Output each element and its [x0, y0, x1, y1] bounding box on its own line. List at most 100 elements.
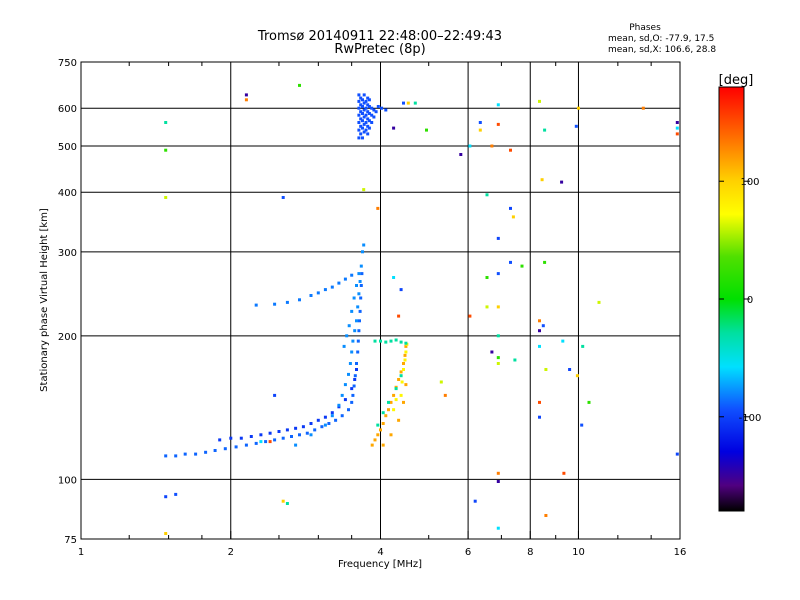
- data-point-scattered_noise: [496, 471, 500, 475]
- data-point-o_mode_lower: [353, 374, 357, 378]
- data-point-scattered_noise: [513, 358, 517, 362]
- data-point-o_mode_lower: [223, 447, 227, 451]
- data-point-o_mode_spread_f: [323, 288, 327, 292]
- data-point-f_layer_cluster: [366, 96, 370, 100]
- data-point-f_layer_cluster: [367, 105, 371, 108]
- data-point-f_layer_cluster: [359, 96, 363, 100]
- x-tick-label: 10: [572, 547, 585, 558]
- data-point-o_mode_upper: [316, 418, 320, 422]
- data-point-scattered_noise: [273, 393, 277, 397]
- data-point-f_layer_cluster: [359, 110, 363, 114]
- data-point-scattered_noise: [164, 121, 168, 124]
- data-point-scattered_noise: [541, 324, 545, 328]
- data-point-o_mode_diffuse: [355, 319, 358, 323]
- y-tick-label: 300: [58, 248, 77, 259]
- data-point-x_mode_cyan: [399, 340, 403, 344]
- stats-header: Phases: [629, 23, 661, 33]
- data-point-x_mode_cyan: [384, 340, 388, 344]
- data-point-f_layer_cluster: [362, 101, 366, 105]
- data-point-o_mode_spread_f: [343, 277, 347, 281]
- data-point-x_mode_orange: [397, 378, 401, 381]
- data-point-x_mode_orange: [384, 414, 388, 418]
- data-point-scattered_noise: [543, 128, 547, 132]
- data-point-f_layer_cluster: [362, 93, 366, 97]
- data-point-x_mode_orange: [404, 383, 408, 387]
- data-point-f_layer_cluster: [361, 136, 364, 140]
- data-point-f_layer_cluster: [359, 132, 363, 136]
- data-point-f_layer_cluster: [362, 122, 366, 126]
- data-point-x_mode_cyan: [376, 423, 380, 427]
- data-point-scattered_noise: [174, 492, 178, 496]
- data-point-scattered_noise: [587, 400, 591, 404]
- data-point-scattered_noise: [397, 314, 401, 318]
- data-point-x_mode_cyan: [399, 374, 403, 378]
- data-point-scattered_noise: [298, 83, 301, 87]
- data-point-scattered_noise: [675, 132, 679, 136]
- data-points: [164, 83, 679, 535]
- data-point-scattered_noise: [538, 344, 541, 348]
- data-point-f_layer_cluster: [357, 128, 361, 132]
- y-axis-label: Stationary phase Virtual Height [km]: [39, 208, 50, 392]
- data-point-o_mode_spread_f: [316, 291, 320, 295]
- data-point-f_layer_cluster: [361, 105, 364, 108]
- data-point-f_layer_cluster: [357, 106, 361, 110]
- data-point-o_mode_diffuse: [359, 264, 363, 268]
- data-point-o_mode_lower: [352, 384, 356, 388]
- data-point-o_mode_spread_f: [330, 285, 334, 289]
- data-point-scattered_noise: [164, 148, 168, 152]
- data-point-o_mode_spread_f: [298, 298, 301, 302]
- data-point-scattered_noise: [675, 121, 679, 124]
- data-point-scattered_noise: [540, 178, 544, 182]
- data-point-o_mode_upper: [350, 387, 354, 391]
- data-point-scattered_noise: [675, 452, 679, 456]
- data-point-o_mode_upper: [249, 435, 253, 438]
- data-point-o_mode_lower: [290, 435, 293, 438]
- data-point-o_mode_lower: [194, 452, 198, 456]
- data-point-scattered_noise: [164, 532, 168, 535]
- data-point-scattered_noise: [641, 106, 645, 110]
- data-point-scattered_noise: [562, 471, 566, 475]
- data-point-o_mode_spread_f: [273, 302, 277, 306]
- data-point-o_mode_lower: [334, 418, 338, 422]
- data-point-f_layer_cluster: [372, 115, 376, 119]
- data-point-x_mode_orange: [402, 362, 405, 365]
- data-point-f_layer_cluster: [366, 110, 370, 114]
- data-point-scattered_noise: [268, 440, 272, 444]
- data-point-scattered_noise: [544, 514, 548, 517]
- data-point-o_mode_diffuse: [351, 339, 355, 343]
- data-point-o_mode_upper: [309, 422, 313, 425]
- data-point-scattered_noise: [538, 99, 541, 103]
- data-point-x_mode_orange: [387, 408, 390, 412]
- data-point-o_mode_diffuse: [358, 280, 362, 283]
- data-point-o_mode_spread_f: [337, 281, 341, 285]
- data-point-scattered_noise: [597, 300, 601, 304]
- data-point-o_mode_diffuse: [352, 296, 356, 300]
- data-point-x_mode_yellow: [394, 398, 398, 402]
- data-point-scattered_noise: [406, 101, 410, 105]
- y-tick-label: 400: [58, 188, 77, 199]
- data-point-o_mode_lower: [213, 449, 217, 452]
- data-point-f_layer_cluster: [384, 108, 388, 112]
- data-point-o_mode_diffuse: [347, 372, 350, 376]
- data-point-x_mode_yellow: [399, 393, 403, 397]
- data-point-o_mode_diffuse: [337, 403, 341, 407]
- data-point-o_mode_upper: [218, 438, 222, 442]
- data-point-scattered_noise: [496, 236, 500, 240]
- data-point-scattered_noise: [538, 415, 541, 419]
- data-point-o_mode_lower: [305, 431, 309, 435]
- data-point-f_layer_cluster: [370, 113, 374, 117]
- data-point-scattered_noise: [538, 400, 541, 404]
- data-point-f_layer_cluster: [366, 124, 370, 128]
- data-point-scattered_noise: [244, 93, 248, 97]
- data-point-scattered_noise: [376, 206, 380, 210]
- data-point-o_mode_upper: [229, 436, 233, 440]
- colorbar-tick-label: -100: [739, 413, 762, 424]
- data-point-scattered_noise: [511, 215, 515, 219]
- data-point-scattered_noise: [496, 305, 500, 309]
- data-point-f_layer_cluster: [370, 106, 374, 110]
- data-point-o_mode_lower: [244, 443, 248, 447]
- data-point-o_mode_lower: [340, 414, 344, 418]
- data-point-o_mode_spread_f: [254, 303, 258, 307]
- data-point-o_mode_diffuse: [347, 324, 351, 328]
- data-point-o_mode_lower: [360, 272, 364, 276]
